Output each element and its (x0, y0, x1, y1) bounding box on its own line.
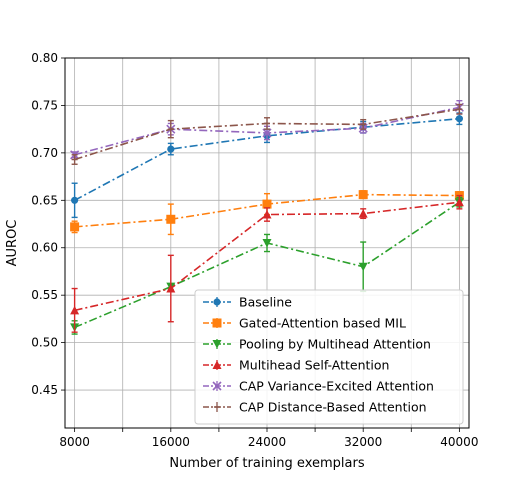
x-tick-label: 16000 (152, 435, 190, 449)
x-tick-label: 32000 (344, 435, 382, 449)
x-axis-label: Number of training exemplars (169, 456, 364, 471)
legend-marker (212, 360, 222, 369)
data-point (167, 145, 175, 153)
series-pooling-by-multihead-attention (70, 196, 464, 335)
legend-entry: CAP Distance-Based Attention (203, 400, 427, 415)
series-layer (70, 99, 464, 335)
axes: 8000 16000 24000 32000 40000 0.45 0.50 0.55 0.60… (31, 51, 478, 449)
legend-marker (213, 298, 221, 306)
y-tick-label: 0.60 (31, 241, 58, 255)
y-axis-label: AUROC (5, 220, 20, 267)
legend-entry: Multihead Self-Attention (203, 358, 389, 373)
data-point (358, 262, 368, 272)
data-point (262, 199, 272, 209)
x-tick-label: 24000 (248, 435, 286, 449)
data-point-stroke (262, 128, 272, 138)
data-point (166, 284, 176, 293)
data-point (454, 197, 464, 207)
y-tick-label: 0.70 (31, 146, 58, 160)
y-tick-label: 0.75 (31, 98, 58, 112)
legend-marker-stroke (212, 381, 222, 391)
legend-entry: CAP Variance-Excited Attention (203, 379, 434, 394)
legend-entry: Baseline (203, 295, 292, 310)
y-tick-label: 0.45 (31, 383, 58, 397)
data-point (262, 239, 272, 248)
legend-entry: Pooling by Multihead Attention (203, 337, 431, 352)
series-cap-distance-based-attention (71, 103, 463, 165)
legend-label: CAP Variance-Excited Attention (239, 379, 434, 394)
legend-marker (212, 318, 222, 328)
legend-box (194, 289, 464, 425)
data-point (262, 128, 272, 138)
legend-label: Gated-Attention based MIL (239, 316, 406, 331)
legend-label: Multihead Self-Attention (239, 358, 389, 373)
data-point (70, 222, 80, 232)
x-tick-label: 40000 (440, 435, 478, 449)
legend-marker (212, 381, 222, 391)
data-point (71, 196, 79, 204)
data-point (70, 305, 80, 315)
series-multihead-self-attention (70, 194, 464, 333)
y-tick-label: 0.80 (31, 51, 58, 65)
data-point (455, 115, 463, 123)
legend-entry: Gated-Attention based MIL (203, 316, 406, 331)
data-point (358, 190, 368, 200)
y-tick-label: 0.55 (31, 288, 58, 302)
data-point (166, 214, 176, 224)
legend-label: CAP Distance-Based Attention (239, 400, 427, 415)
legend-label: Pooling by Multihead Attention (239, 337, 431, 352)
data-point (262, 210, 272, 219)
data-point (358, 209, 368, 218)
y-tick-label: 0.50 (31, 336, 58, 350)
y-tick-label: 0.65 (31, 193, 58, 207)
legend-label: Baseline (239, 295, 292, 310)
legend: Baseline Gated-Attention based MIL Pooling… (194, 289, 464, 425)
x-tick-label: 8000 (59, 435, 90, 449)
legend-marker (212, 340, 222, 349)
